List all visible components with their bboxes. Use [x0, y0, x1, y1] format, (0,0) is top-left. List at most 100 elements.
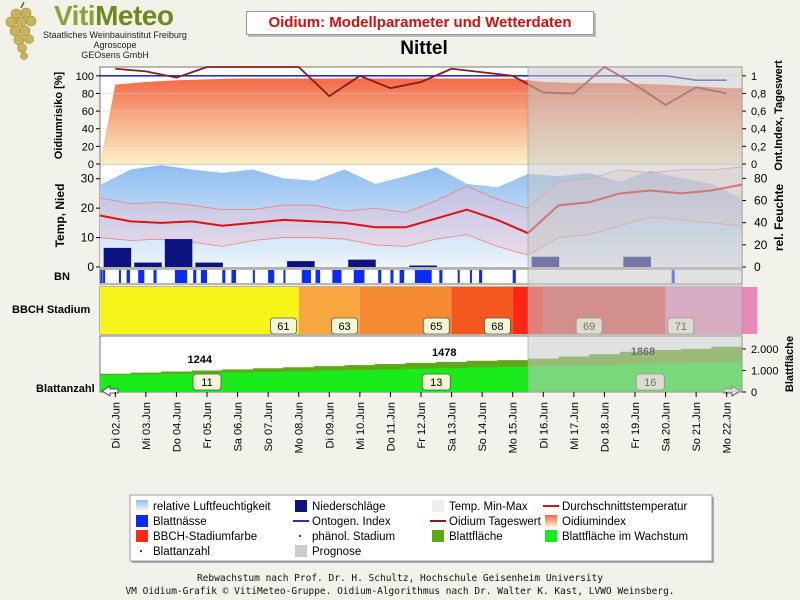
- bbch-label: BBCH Stadium: [12, 304, 90, 316]
- leaf-wetness-mark: [315, 270, 321, 283]
- date-label: Di 09.Jun: [324, 402, 336, 448]
- leaf-wetness-mark: [457, 270, 460, 283]
- legend-label: Blattfläche: [449, 531, 503, 543]
- leaf-wetness-mark: [479, 270, 483, 283]
- legend-symbol-precipitation: [295, 500, 307, 512]
- leaf-wetness-mark: [378, 270, 382, 283]
- leaf-wetness-mark: [469, 270, 472, 283]
- risk-ytick-label-right: 1: [751, 71, 757, 83]
- date-label: Sa 20.Jun: [661, 402, 673, 452]
- legend-label: Blattfläche im Wachstum: [562, 531, 688, 543]
- leaf-wetness-mark: [118, 270, 121, 283]
- legend-symbol-oidiumindex: [545, 515, 557, 527]
- date-label: So 07.Jun: [263, 402, 275, 452]
- legend-label: Ontogen. Index: [312, 516, 391, 528]
- bbch-stage-box: [331, 317, 358, 335]
- leaf-ytick-label-right: 0: [751, 387, 757, 399]
- risk-ytick-label: 100: [76, 71, 94, 83]
- weather-ytick-label: 10: [81, 231, 95, 245]
- legend-box: [129, 494, 713, 562]
- leaf-wetness-mark: [138, 270, 145, 283]
- logo-viti: Viti: [54, 0, 96, 31]
- precipitation-bar: [409, 265, 437, 267]
- leaf-wetness-mark: [439, 270, 443, 283]
- legend-label: BBCH-Stadiumfarbe: [153, 531, 257, 543]
- risk-ytick-label: 20: [82, 141, 94, 153]
- leaf-wetness-mark: [390, 270, 394, 283]
- precipitation-bar: [103, 247, 132, 267]
- bbch-stage-box: [484, 317, 511, 335]
- weather-ytick-label-right: 40: [754, 216, 768, 230]
- org-line-2: Agroscope: [93, 40, 137, 50]
- leaf-wetness-mark: [252, 270, 255, 283]
- forecast-shade: [527, 66, 743, 393]
- date-label: Mi 03.Jun: [141, 402, 153, 450]
- bbch-segment: [100, 287, 299, 334]
- footer-line-1: Rebwachstum nach Prof. Dr. H. Schultz, H…: [196, 573, 604, 584]
- precipitation-bar: [195, 262, 223, 267]
- legend-label: Blattanzahl: [153, 546, 210, 558]
- leaf-wetness-mark: [153, 270, 157, 283]
- vitimeteo-logo: VitiMeteo Staatliches Weinbauinstitut Fr…: [2, 0, 192, 62]
- leaf-wetness-mark: [268, 270, 275, 283]
- legend-symbol-dot: [139, 549, 143, 553]
- legend-label: Oidiumindex: [562, 516, 626, 528]
- date-label: Fr 05.Jun: [202, 402, 214, 448]
- grape-icon: [5, 2, 37, 60]
- leaf-wetness-mark: [200, 270, 207, 283]
- bn-label: BN: [54, 271, 70, 283]
- leaf-area-annotation: 1478: [432, 347, 456, 359]
- date-label: Mi 10.Jun: [355, 402, 367, 450]
- risk-ytick-label-right: 0,4: [751, 124, 766, 136]
- legend-label: relative Luftfeuchtigkeit: [153, 501, 271, 513]
- legend-label: Blattnässe: [153, 516, 207, 528]
- bbch-stage-label: 61: [277, 321, 289, 333]
- bbch-stage-label: 68: [491, 321, 503, 333]
- date-label: Mo 22.Jun: [722, 402, 734, 453]
- date-label: Mo 15.Jun: [508, 402, 520, 453]
- risk-ytick-label: 60: [82, 106, 94, 118]
- leaf-wetness-mark: [103, 270, 106, 283]
- legend-symbol-humidity: [136, 500, 148, 512]
- weather-ylabel-left: Temp, Nied: [53, 184, 67, 248]
- legend-label: Prognose: [312, 546, 361, 558]
- risk-ylabel-left: Oidiumrisiko [%]: [53, 71, 65, 159]
- date-label: So 21.Jun: [691, 402, 703, 452]
- date-label: Sa 06.Jun: [233, 402, 245, 452]
- date-label: So 14.Jun: [477, 402, 489, 452]
- date-label: Fr 12.Jun: [416, 402, 428, 448]
- leaf-count-axis-label: Blattanzahl: [36, 383, 95, 395]
- date-label: Di 02.Jun: [110, 402, 122, 448]
- leaf-wetness-mark: [174, 270, 188, 283]
- bbch-stage-label: 65: [430, 321, 442, 333]
- leaf-area-annotation: 1244: [187, 354, 212, 366]
- risk-ytick-label-right: 0: [751, 159, 757, 171]
- leaf-count-box: [421, 373, 451, 391]
- legend-symbol-leaf-wetness: [136, 515, 148, 527]
- legend-symbol-dot: [298, 534, 302, 538]
- scroll-left-icon: [101, 385, 119, 397]
- leaf-ytick-label-right: 1.000: [751, 365, 779, 377]
- precipitation-bar: [348, 259, 376, 267]
- weather-ytick-label-right: 20: [754, 238, 768, 252]
- weather-ytick-label: 20: [81, 201, 95, 215]
- leaf-ytick-label-right: 2.000: [751, 344, 779, 356]
- risk-ytick-label: 0: [88, 159, 94, 171]
- legend-symbol-bbch: [136, 530, 148, 542]
- weather-ytick-label-right: 0: [754, 260, 761, 274]
- weather-ytick-label: 30: [81, 172, 95, 186]
- bbch-stage-box: [270, 317, 297, 335]
- leaf-wetness-mark: [414, 270, 432, 283]
- precipitation-bar: [134, 262, 162, 267]
- legend-symbol-forecast: [295, 545, 307, 557]
- risk-ytick-label: 80: [82, 88, 94, 100]
- date-label: Mo 08.Jun: [294, 402, 306, 453]
- legend-symbol-leaf-area: [432, 530, 444, 542]
- legend-symbol-leaf-area-growth: [545, 530, 557, 542]
- leaf-wetness-mark: [126, 270, 130, 283]
- leaf-wetness-mark: [231, 270, 237, 283]
- legend-label: Niederschläge: [312, 501, 386, 513]
- date-label: Fr 19.Jun: [630, 402, 642, 448]
- leaf-count-label: 11: [201, 377, 212, 389]
